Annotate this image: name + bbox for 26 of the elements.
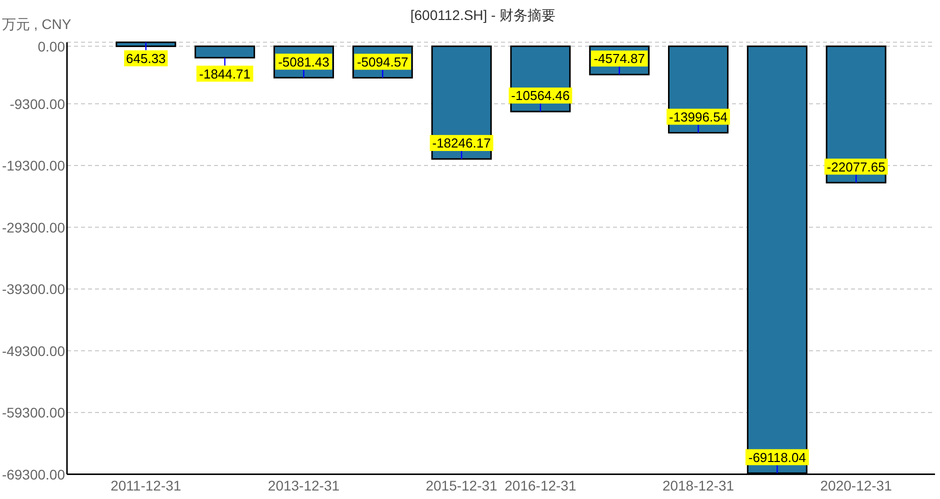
chart-title: [600112.SH] - 财务摘要: [410, 7, 556, 23]
x-tick-label: 2011-12-31: [110, 477, 182, 494]
x-tick-label: 2016-12-31: [504, 477, 576, 494]
data-label: -22077.65: [826, 159, 886, 174]
y-tick-label: -9300.00: [10, 96, 66, 112]
y-tick-label: -29300.00: [2, 219, 66, 236]
y-tick-label: -39300.00: [2, 281, 66, 298]
y-tick-label: -49300.00: [2, 342, 66, 359]
data-label: 645.33: [126, 50, 166, 66]
y-tick-label: 0.00: [38, 38, 66, 54]
data-label: -1844.71: [199, 66, 250, 82]
data-label: -4574.87: [594, 51, 646, 66]
data-label: -5094.57: [356, 54, 408, 70]
x-tick-label: 2015-12-31: [426, 477, 498, 494]
data-label: -69118.04: [748, 450, 806, 465]
y-tick-label: -19300.00: [2, 158, 66, 174]
y-axis-title: 万元 , CNY: [2, 16, 72, 32]
y-tick-label: -59300.00: [2, 404, 66, 421]
data-label: -13996.54: [668, 109, 728, 124]
x-tick-label: 2020-12-31: [820, 477, 892, 494]
data-label: -18246.17: [432, 136, 491, 151]
y-tick-label: -69300.00: [2, 466, 66, 482]
x-tick-label: 2013-12-31: [268, 477, 340, 494]
x-tick-label: 2018-12-31: [662, 477, 734, 494]
data-label: -5081.43: [278, 54, 330, 70]
data-label: -10564.46: [511, 88, 570, 104]
